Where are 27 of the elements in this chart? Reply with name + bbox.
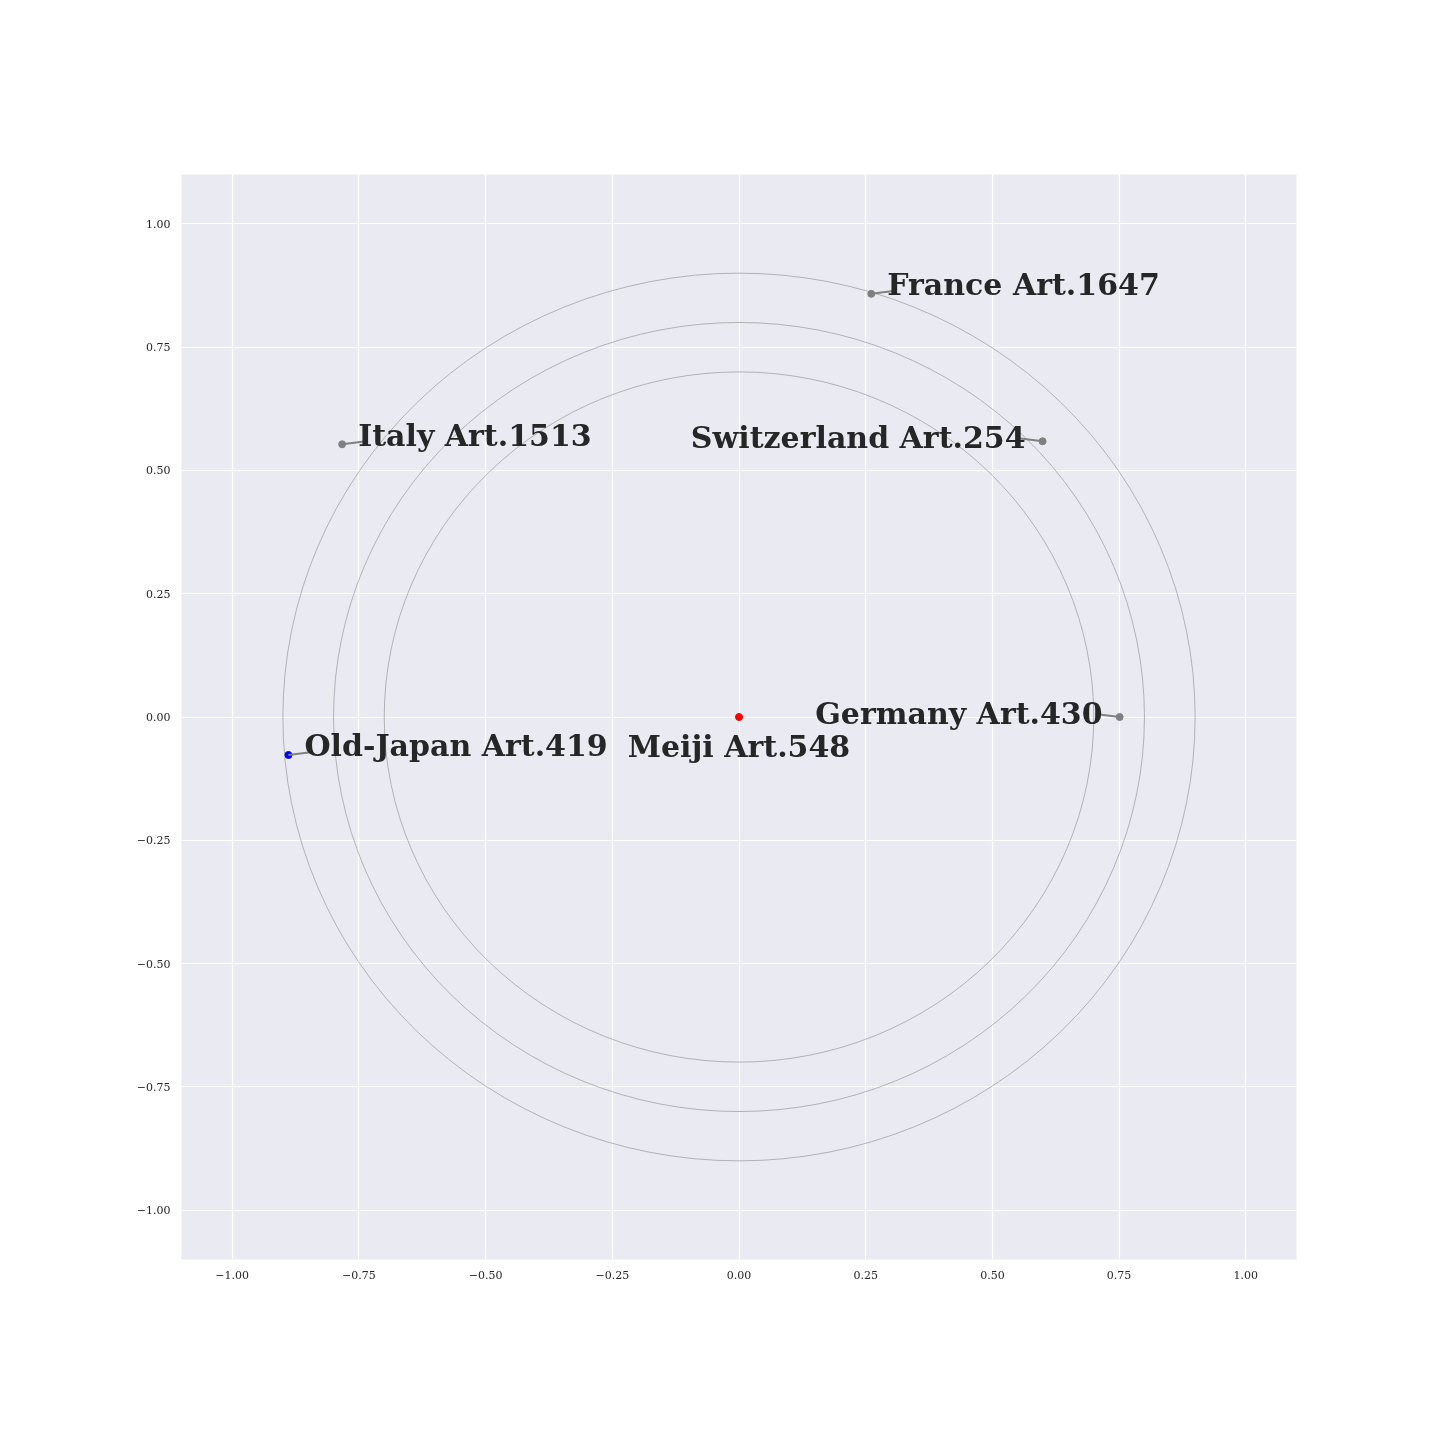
y-tick-label: −0.50	[136, 957, 171, 971]
x-tick-label: −0.50	[468, 1268, 503, 1282]
point	[338, 440, 347, 449]
x-tick-label: 0.50	[980, 1268, 1005, 1282]
y-tick-label: 1.00	[146, 217, 171, 231]
y-tick-label: −0.75	[136, 1080, 171, 1094]
y-tick-label: 0.50	[146, 464, 171, 478]
x-tick-label: −0.75	[342, 1268, 376, 1282]
annotation: Old-Japan Art.419	[304, 728, 608, 764]
point	[1115, 713, 1124, 721]
x-tick-label: 0.00	[726, 1268, 752, 1282]
annotation: France Art.1647	[887, 267, 1160, 303]
annotation: Meiji Art.548	[627, 728, 851, 764]
y-tick-label: −1.00	[136, 1204, 171, 1218]
x-tick-label: −0.25	[595, 1268, 630, 1282]
y-tick-label: −0.25	[136, 834, 171, 848]
annotation: Switzerland Art.254	[690, 419, 1026, 455]
x-tick-label: 0.75	[1106, 1268, 1132, 1282]
annotation: Italy Art.1513	[358, 417, 592, 453]
y-tick-label: 0.00	[146, 711, 171, 724]
annotation: Germany Art.430	[815, 695, 1103, 731]
y-tick-label: 0.25	[146, 587, 171, 601]
y-tick-label: 0.75	[146, 341, 171, 355]
x-tick-label: 1.00	[1233, 1268, 1259, 1282]
x-tick-label: 0.25	[853, 1268, 878, 1282]
x-tick-label: −1.00	[215, 1268, 250, 1282]
point	[867, 289, 876, 298]
